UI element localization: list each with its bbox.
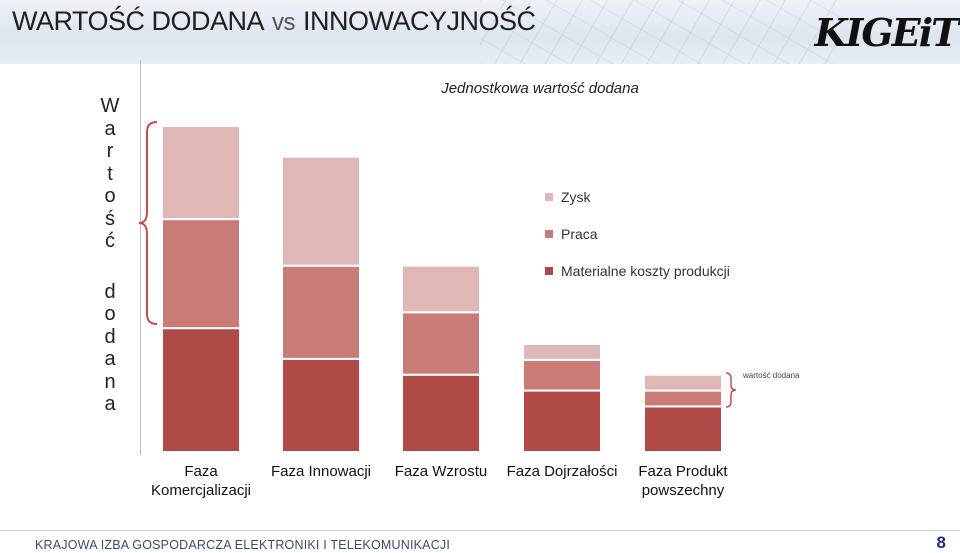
x-tick-label: Faza Innowacji: [256, 462, 386, 481]
vertical-label-char: W: [100, 95, 120, 117]
legend-label: Zysk: [561, 188, 591, 205]
chart-title: Jednostkowa wartość dodana: [441, 80, 639, 97]
vertical-label-char: t: [107, 162, 113, 185]
bar-segment: [643, 373, 723, 392]
small-value-added-bracket: [725, 372, 737, 408]
bar-segment: [401, 264, 481, 314]
bar-segment: [161, 124, 241, 221]
bar-segment: [281, 357, 361, 453]
title-right: INNOWACYJNOŚĆ: [303, 6, 536, 36]
legend-swatch: [545, 266, 553, 275]
bar-segment: [522, 342, 602, 361]
header-decoration: [480, 0, 840, 64]
vertical-label-char: d: [104, 325, 116, 348]
vertical-divider: [140, 60, 141, 455]
title-vs: vs: [272, 9, 296, 36]
bar-segment: [161, 327, 241, 453]
vertical-label-char: o: [104, 303, 116, 325]
small-value-added-label: wartość dodana: [743, 371, 800, 380]
vertical-label-char: ć: [105, 230, 115, 252]
x-tick-label-line: Faza: [184, 463, 218, 480]
kigeit-logo: KIGEiT: [815, 6, 960, 58]
vertical-label-char: r: [106, 140, 114, 162]
legend-label: Praca: [561, 225, 598, 242]
bar-segment: [522, 389, 602, 454]
bar-segment: [643, 389, 723, 408]
x-tick-label: Faza Dojrzałości: [497, 462, 627, 481]
vertical-label-char: a: [104, 348, 116, 370]
x-tick-label-line: Faza Dojrzałości: [506, 463, 618, 480]
title-left: WARTOŚĆ DODANA: [12, 6, 265, 36]
vertical-label-char: n: [104, 370, 116, 393]
bar-segment: [161, 218, 241, 330]
vertical-label-char: ś: [105, 207, 115, 230]
logo-text: KIGEiT: [814, 9, 960, 55]
legend-item: Praca: [545, 215, 730, 252]
vertical-label-char: a: [104, 117, 116, 140]
x-tick-label-line: Komercjalizacji: [150, 482, 252, 499]
x-tick-label: Faza Komercjalizacji: [136, 462, 266, 500]
bar-segment: [281, 264, 361, 360]
bar-segment: [643, 405, 723, 454]
x-tick-label: Faza Wzrostu: [376, 462, 506, 481]
legend-label: Materialne koszty produkcji: [561, 262, 730, 279]
x-tick-label: Faza Produkt powszechny: [618, 462, 748, 500]
page-title: WARTOŚĆ DODANA vs INNOWACYJNOŚĆ: [12, 6, 536, 37]
bar-segment: [281, 155, 361, 267]
legend-item: Zysk: [545, 178, 730, 215]
legend-swatch: [545, 229, 553, 238]
x-tick-label-line: Faza Produkt: [638, 463, 728, 480]
bar-segment: [401, 373, 481, 453]
page-number: 8: [936, 533, 946, 552]
x-tick-label-line: powszechny: [641, 482, 725, 499]
footer-text: KRAJOWA IZBA GOSPODARCZA ELEKTRONIKI I T…: [35, 538, 451, 552]
vertical-label-char: d: [104, 280, 116, 303]
header-band: [0, 0, 960, 64]
legend-swatch: [545, 192, 553, 201]
vertical-label-char: o: [104, 185, 116, 207]
vertical-label-char: a: [104, 393, 116, 415]
x-tick-label-line: Faza Wzrostu: [394, 463, 488, 480]
legend-item: Materialne koszty produkcji: [545, 252, 730, 289]
x-tick-label-line: Faza Innowacji: [270, 463, 372, 480]
value-added-bracket: [138, 121, 158, 325]
footer-divider: [0, 530, 960, 531]
bar-segment: [522, 358, 602, 392]
chart-legend: Zysk Praca Materialne koszty produkcji: [545, 178, 730, 289]
bar-segment: [401, 311, 481, 376]
